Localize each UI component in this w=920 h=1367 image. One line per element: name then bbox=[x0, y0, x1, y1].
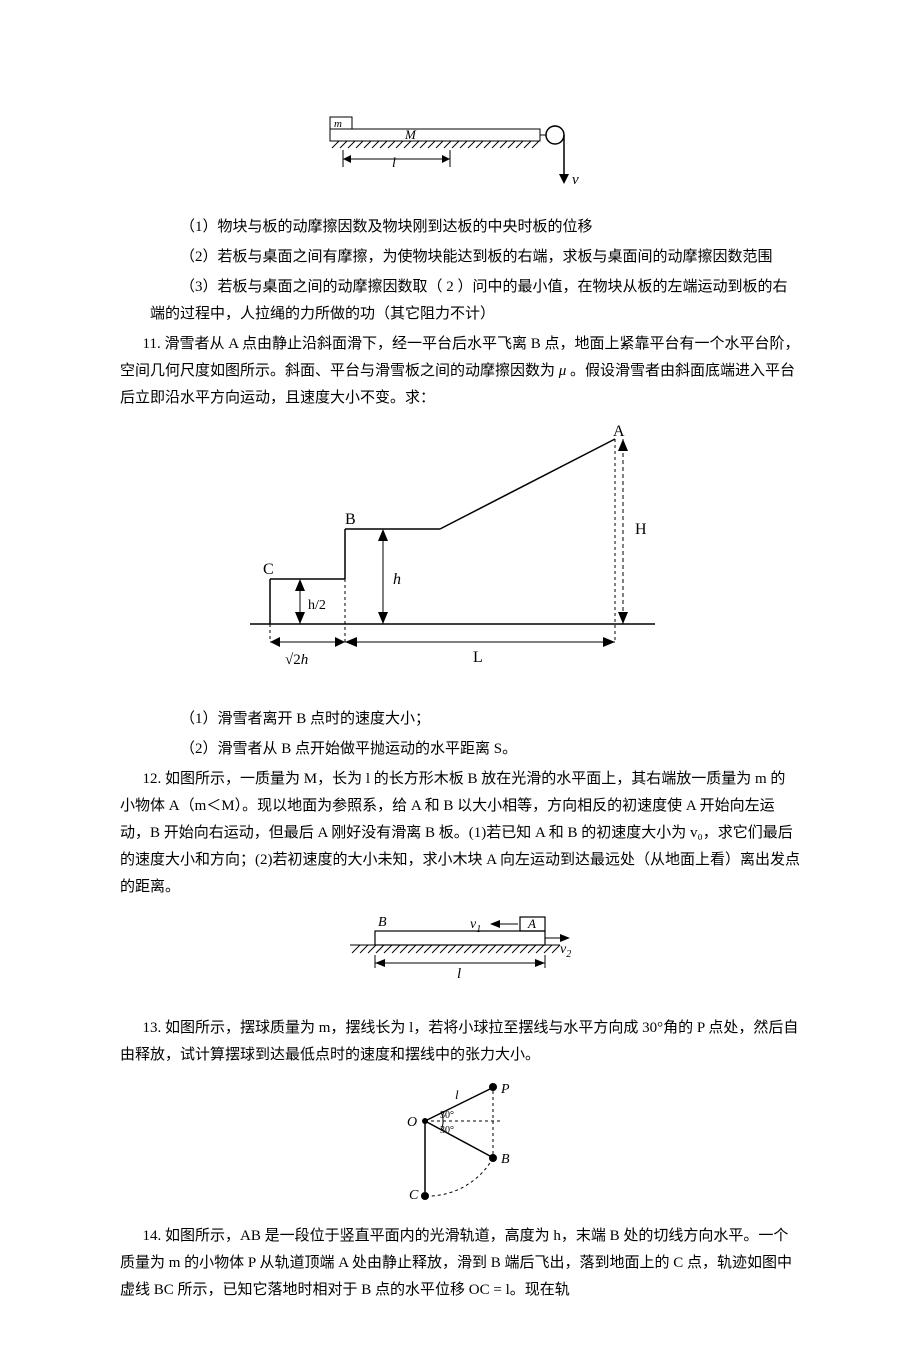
q11-A: A bbox=[613, 424, 625, 440]
q12-text: 12. 如图所示，一质量为 M，长为 l 的长方形木板 B 放在光滑的水平面上，… bbox=[120, 766, 800, 901]
q10-sub3: （3）若板与桌面之间的动摩擦因数取（ 2 ）问中的最小值，在物块从板的左端运动到… bbox=[120, 274, 800, 328]
q11-L: L bbox=[473, 649, 483, 666]
q12-l: l bbox=[457, 966, 461, 982]
q11-h2: h/2 bbox=[308, 598, 326, 613]
q12-v1: v1 bbox=[470, 917, 481, 935]
q11-sub2: （2）滑雪者从 B 点开始做平抛运动的水平距离 S。 bbox=[120, 736, 800, 763]
q12-figure: B A v1 v2 bbox=[120, 913, 800, 1003]
q13-ang1: 30° bbox=[440, 1110, 454, 1121]
q10-m-label: m bbox=[334, 118, 342, 130]
q13-l: l bbox=[455, 1087, 459, 1102]
q12-A: A bbox=[527, 916, 536, 931]
q10-sub1: （1）物块与板的动摩擦因数及物块刚到达板的中央时板的位移 bbox=[120, 214, 800, 241]
q10-M-label: M bbox=[404, 127, 417, 142]
q13-figure: O P l B 30° 30° C bbox=[120, 1081, 800, 1211]
q11-mu: μ bbox=[559, 363, 567, 379]
q13-B: B bbox=[501, 1152, 510, 1167]
q11-h: h bbox=[393, 571, 401, 588]
q12-v2: v2 bbox=[560, 942, 571, 960]
q11-H: H bbox=[635, 521, 647, 538]
q13-O: O bbox=[407, 1115, 417, 1130]
q11-intro: 11. 滑雪者从 A 点由静止沿斜面滑下，经一平台后水平飞离 B 点，地面上紧靠… bbox=[120, 331, 800, 412]
q13-C: C bbox=[409, 1188, 419, 1201]
q10-l-label: l bbox=[392, 156, 396, 171]
q11-root2h: √2h bbox=[285, 652, 308, 668]
q12-B: B bbox=[378, 915, 387, 930]
q10-sub2: （2）若板与桌面之间有摩擦，为使物块能达到板的右端，求板与桌面间的动摩擦因数范围 bbox=[120, 244, 800, 271]
q10-v-label: v bbox=[572, 172, 579, 188]
q13-P: P bbox=[500, 1082, 510, 1097]
q10-figure: m M l v bbox=[120, 112, 800, 202]
q13-ang2: 30° bbox=[440, 1125, 454, 1136]
q14-text: 14. 如图所示，AB 是一段位于竖直平面内的光滑轨道，高度为 h，末端 B 处… bbox=[120, 1223, 800, 1304]
q11-C: C bbox=[263, 561, 274, 578]
q11-figure: A B C H h h/2 √2h L bbox=[120, 424, 800, 694]
q11-sub1: （1）滑雪者离开 B 点时的速度大小； bbox=[120, 706, 800, 733]
q11-B: B bbox=[345, 511, 356, 528]
q13-text: 13. 如图所示，摆球质量为 m，摆线长为 l，若将小球拉至摆线与水平方向成 3… bbox=[120, 1015, 800, 1069]
